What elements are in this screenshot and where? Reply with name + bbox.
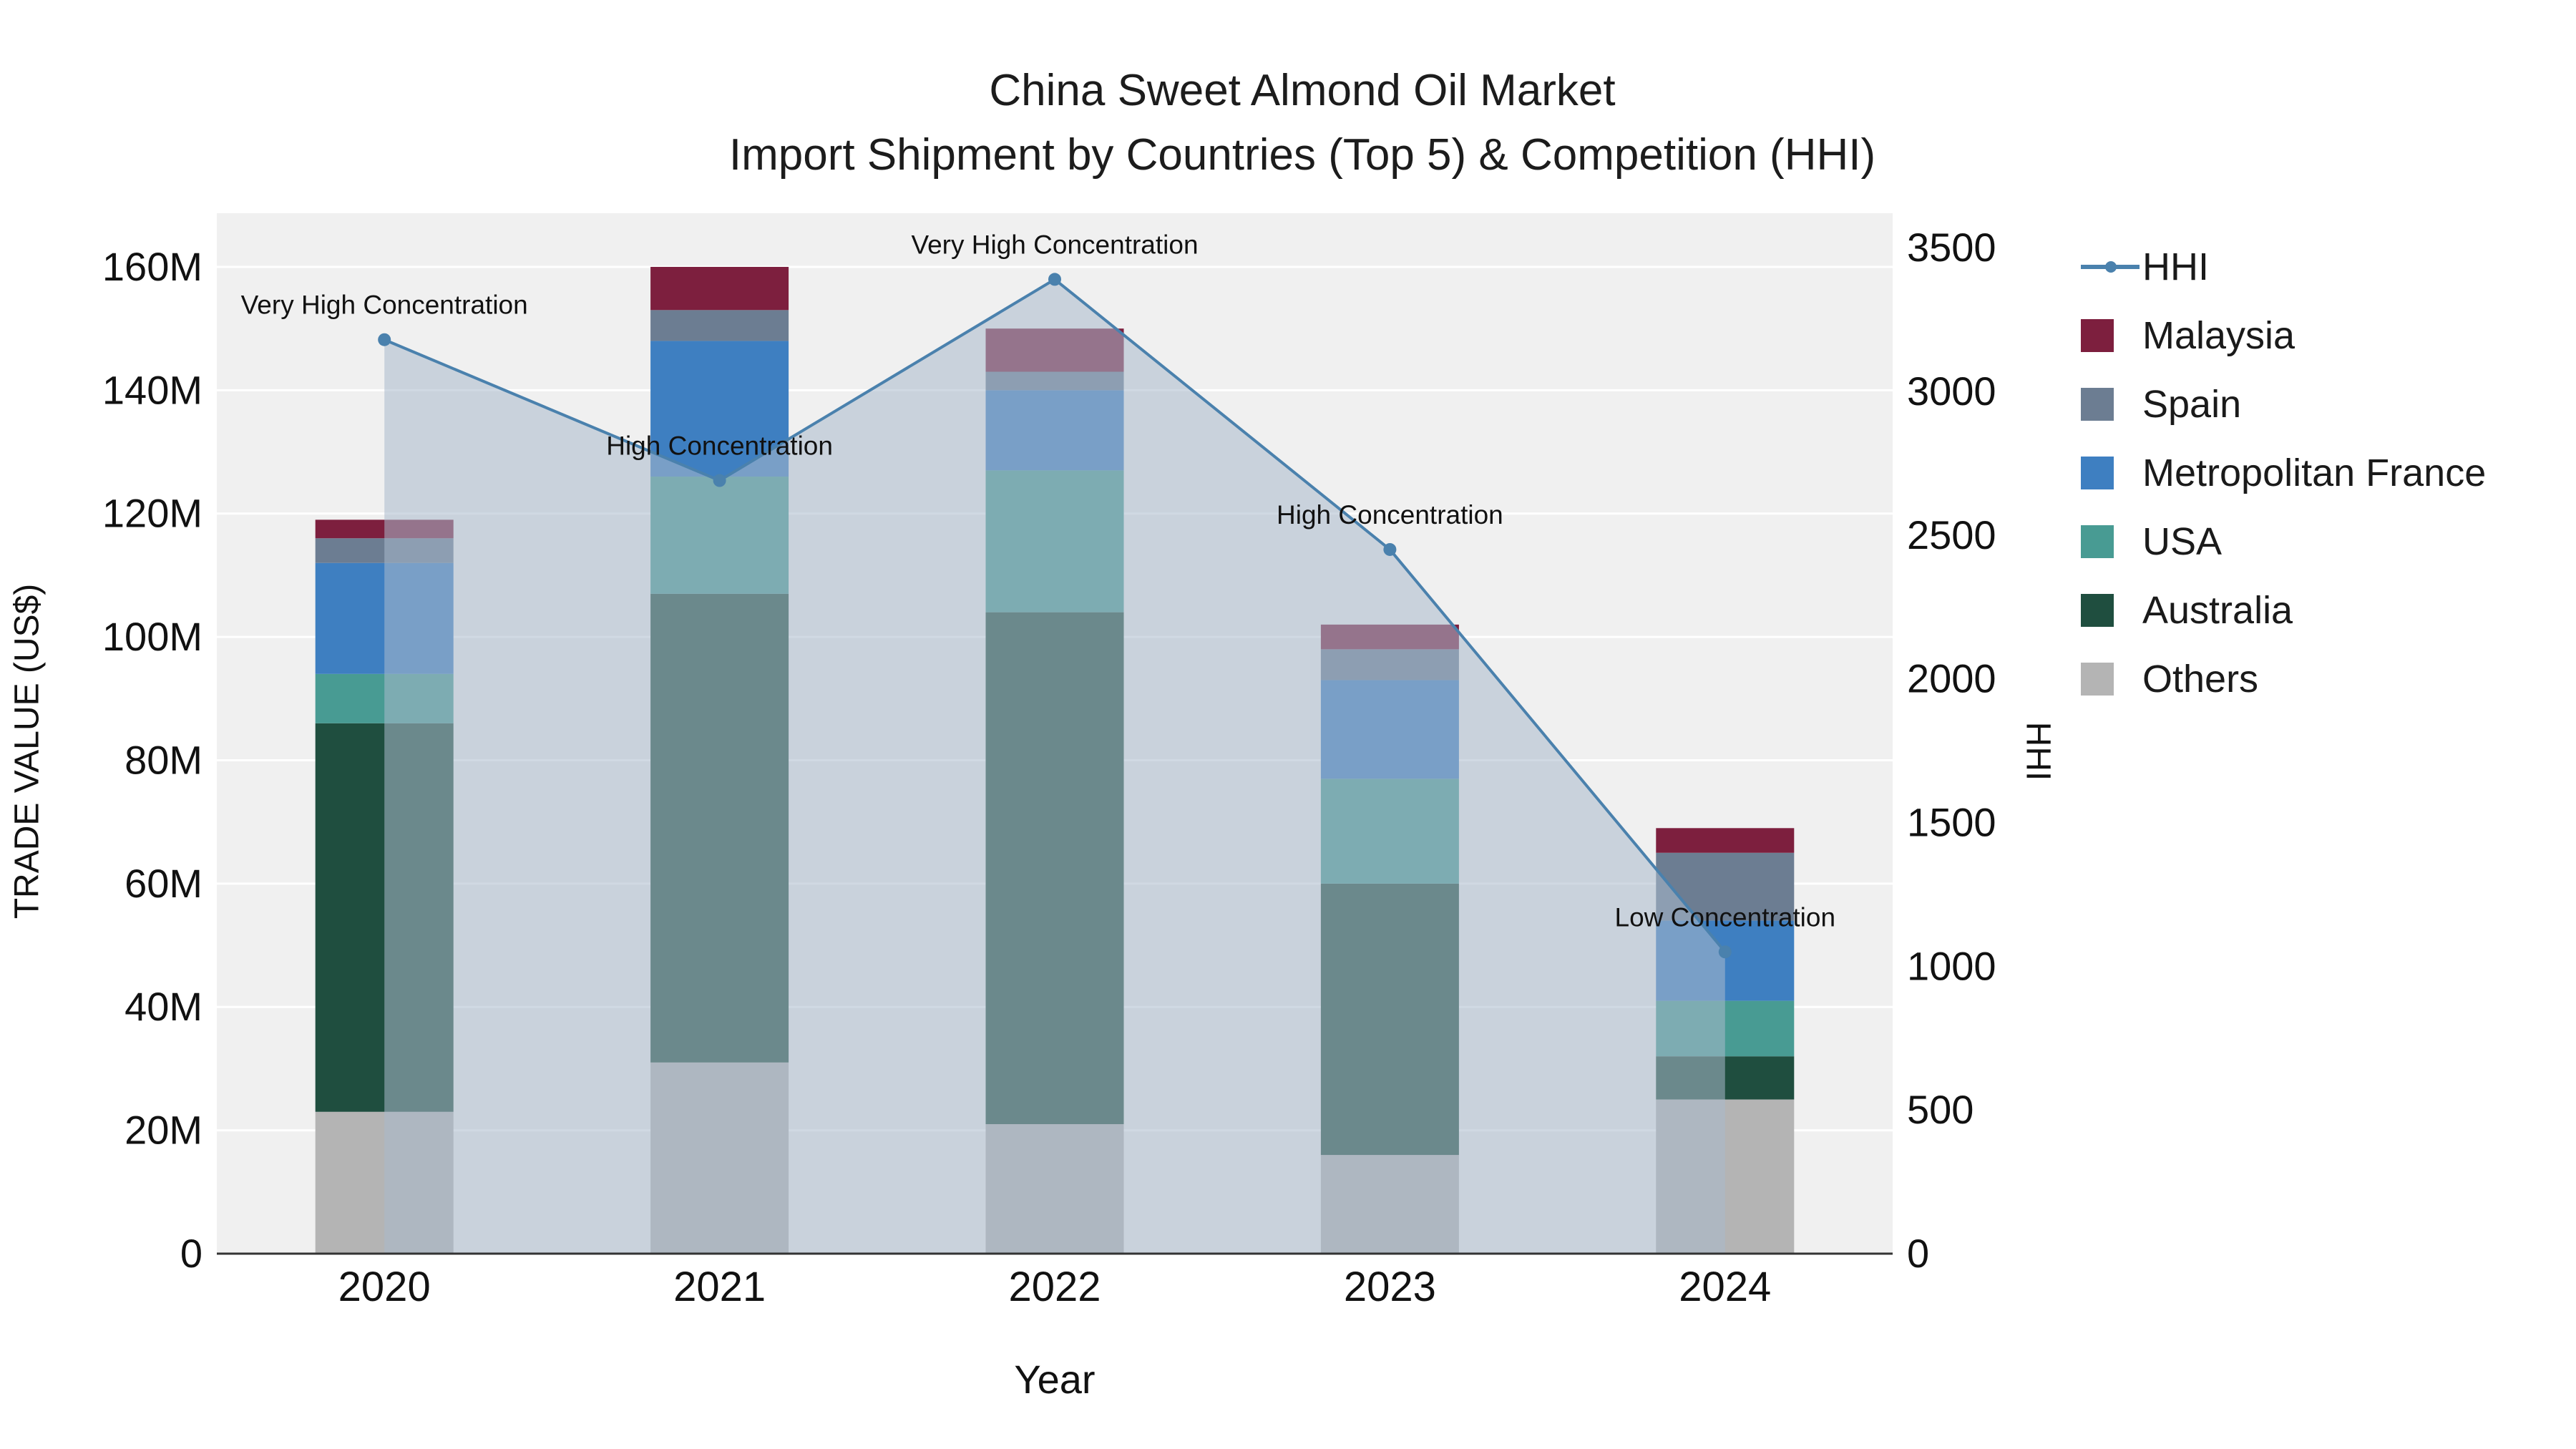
legend-marker-icon (2105, 261, 2117, 273)
legend-color-swatch (2081, 318, 2142, 353)
annotation-2023: High Concentration (1277, 500, 1503, 530)
hhi-area (384, 279, 1725, 1254)
annotation-2024: Low Concentration (1615, 902, 1836, 932)
y-tick-100m: 100M (102, 614, 203, 659)
legend-label: Metropolitan France (2142, 452, 2487, 494)
x-tick-2024: 2024 (1679, 1264, 1771, 1310)
y2-tick-2000: 2000 (1907, 656, 1996, 701)
legend-square-icon (2081, 663, 2114, 696)
legend-label: USA (2142, 520, 2223, 563)
legend-item-usa[interactable]: USA (2081, 507, 2486, 576)
y-tick-140m: 140M (102, 367, 203, 412)
legend-line-swatch (2081, 250, 2142, 284)
bar-segment-spain-2021 (650, 310, 789, 341)
y2-tick-3000: 3000 (1907, 369, 1996, 414)
legend-item-others[interactable]: Others (2081, 645, 2486, 713)
legend-label: HHI (2142, 245, 2209, 288)
bar-segment-malaysia-2024 (1656, 828, 1795, 853)
legend-square-icon (2081, 319, 2114, 352)
chart-title-line2: Import Shipment by Countries (Top 5) & C… (728, 130, 1876, 180)
legend-color-swatch (2081, 593, 2142, 628)
y-tick-40m: 40M (125, 984, 203, 1029)
y-tick-80m: 80M (125, 737, 203, 782)
legend-label: Australia (2142, 589, 2293, 632)
y-tick-0: 0 (180, 1231, 203, 1276)
bar-segment-malaysia-2021 (650, 266, 789, 311)
y2-tick-0: 0 (1907, 1231, 1929, 1276)
legend-label: Malaysia (2142, 314, 2296, 357)
x-tick-2023: 2023 (1344, 1264, 1436, 1310)
y2-tick-1500: 1500 (1907, 800, 1996, 845)
y2-tick-500: 500 (1907, 1087, 1974, 1132)
x-tick-2020: 2020 (338, 1264, 431, 1310)
hhi-marker-2024 (1718, 945, 1732, 959)
y-tick-120m: 120M (102, 491, 203, 536)
chart-title: China Sweet Almond Oil Market Import Shi… (0, 59, 2576, 187)
legend-item-spain[interactable]: Spain (2081, 370, 2486, 439)
y2-tick-3500: 3500 (1907, 225, 1996, 270)
hhi-marker-2020 (378, 333, 391, 346)
annotation-2020: Very High Concentration (241, 291, 528, 320)
y-tick-60m: 60M (125, 861, 203, 906)
legend-color-swatch (2081, 387, 2142, 421)
legend-square-icon (2081, 457, 2114, 489)
y2-tick-2500: 2500 (1907, 512, 1996, 557)
legend-square-icon (2081, 525, 2114, 558)
legend-item-malaysia[interactable]: Malaysia (2081, 301, 2486, 370)
x-tick-2021: 2021 (673, 1264, 766, 1310)
legend-label: Others (2142, 658, 2259, 701)
legend-color-swatch (2081, 525, 2142, 559)
y2-tick-1000: 1000 (1907, 943, 1996, 988)
annotation-2022: Very High Concentration (911, 230, 1198, 259)
y-axis-title: TRADE VALUE (US$) (8, 583, 47, 919)
legend-item-hhi[interactable]: HHI (2081, 233, 2486, 301)
y2-axis-title: HHI (2019, 721, 2057, 781)
hhi-marker-2021 (713, 474, 726, 487)
legend-color-swatch (2081, 662, 2142, 696)
y-tick-20m: 20M (125, 1108, 203, 1153)
x-tick-2022: 2022 (1008, 1264, 1101, 1310)
y-tick-160m: 160M (102, 244, 203, 289)
legend-label: Spain (2142, 383, 2242, 426)
legend-square-icon (2081, 388, 2114, 421)
x-axis-title: Year (1014, 1357, 1096, 1402)
hhi-marker-2022 (1048, 273, 1061, 286)
legend-item-metropolitan-france[interactable]: Metropolitan France (2081, 439, 2486, 507)
legend: HHI Malaysia Spain Metropolitan France USA Au… (2081, 233, 2486, 713)
legend-item-australia[interactable]: Australia (2081, 576, 2486, 645)
legend-color-swatch (2081, 456, 2142, 490)
hhi-marker-2023 (1383, 542, 1397, 556)
chart-title-line1: China Sweet Almond Oil Market (989, 66, 1616, 115)
annotation-2021: High Concentration (606, 431, 833, 461)
legend-square-icon (2081, 594, 2114, 627)
